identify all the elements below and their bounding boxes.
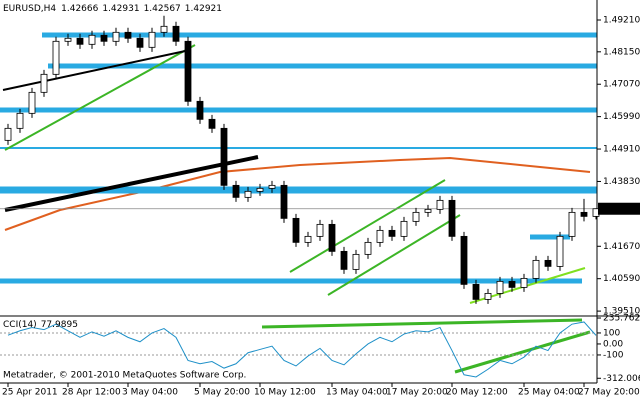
candle-body: [232, 184, 240, 198]
y-tick-label: -100: [603, 350, 624, 360]
candle-body: [544, 259, 552, 267]
candle-body: [304, 235, 312, 243]
candle-body: [220, 127, 228, 186]
candle-body: [172, 25, 180, 42]
candle-body: [76, 37, 84, 45]
candle-body: [448, 199, 456, 237]
candle-body: [508, 280, 516, 288]
x-tick-label: 28 Apr 12:00: [62, 388, 121, 398]
candle-body: [292, 217, 300, 243]
last-open: 1.42666: [61, 4, 98, 14]
y-tick-label: 100: [603, 328, 620, 338]
candle-body: [28, 91, 36, 114]
cci-line: [7, 321, 597, 378]
x-tick-label: 27 May 20:00: [578, 388, 640, 398]
trend-line: [327, 214, 461, 296]
x-tick-label: 17 May 20:00: [386, 388, 448, 398]
trend-line: [2, 49, 191, 91]
x-tick-label: 25 Apr 2011: [2, 388, 58, 398]
candle-body: [148, 31, 156, 48]
candle-body: [484, 292, 492, 300]
candle-body: [472, 283, 480, 300]
candle-body: [280, 184, 288, 219]
symbol: EURUSD,H4: [3, 4, 56, 14]
candle-body: [16, 112, 24, 129]
indicator-value: 77.9895: [41, 320, 78, 330]
copyright: Metatrader, © 2001-2010 MetaQuotes Softw…: [3, 371, 246, 381]
candle-body: [340, 250, 348, 270]
trend-line: [261, 318, 583, 329]
y-tick-label: 1.43830: [603, 177, 640, 187]
current-price-box: [598, 202, 640, 215]
candle-body: [64, 37, 72, 42]
x-tick-label: 25 May 04:00: [518, 388, 580, 398]
indicator-name: CCI(14): [3, 320, 37, 330]
last-low: 1.42567: [144, 4, 181, 14]
y-tick-label: 0.00: [603, 339, 623, 349]
candle-body: [52, 40, 60, 75]
candle-body: [100, 34, 108, 42]
candle-body: [112, 31, 120, 42]
candle-body: [412, 211, 420, 222]
candle-body: [580, 211, 588, 217]
x-tick-label: 5 May 20:00: [194, 388, 250, 398]
candle-body: [244, 190, 252, 198]
candle-body: [136, 37, 144, 48]
candle-body: [352, 253, 360, 270]
last-high: 1.42931: [102, 4, 139, 14]
y-tick-label: 1.39510: [603, 307, 640, 317]
candle-body: [520, 277, 528, 288]
candle-body: [424, 208, 432, 213]
y-tick-label: 235.7626: [603, 314, 640, 324]
candle-body: [88, 34, 96, 45]
trend-line: [4, 155, 259, 212]
candle-body: [388, 229, 396, 237]
x-tick-label: 10 May 12:00: [254, 388, 316, 398]
current-price-label: 1.42921: [601, 204, 638, 214]
chart-header: EURUSD,H4 1.42666 1.42931 1.42567 1.42921: [3, 4, 222, 14]
candle-body: [316, 223, 324, 237]
candle-body: [184, 40, 192, 102]
candle-body: [268, 184, 276, 189]
y-tick-label: 1.44910: [603, 145, 640, 155]
y-tick-label: 1.47070: [603, 80, 640, 90]
candle-body: [208, 118, 216, 129]
trend-line: [289, 179, 446, 273]
moving-average: [4, 156, 591, 231]
candle-body: [400, 220, 408, 237]
candle-body: [532, 259, 540, 279]
trend-line: [454, 330, 591, 374]
x-tick-label: 20 May 12:00: [446, 388, 508, 398]
candle-body: [196, 100, 204, 120]
candle-body: [556, 235, 564, 267]
y-tick-label: 1.45990: [603, 112, 640, 122]
y-tick-label: 1.40590: [603, 274, 640, 284]
candle-body: [124, 31, 132, 39]
last-close: 1.42921: [185, 4, 222, 14]
candle-body: [376, 229, 384, 243]
candle-body: [328, 223, 336, 252]
candle-body: [460, 235, 468, 285]
candle-body: [496, 280, 504, 294]
candle-body: [256, 187, 264, 192]
y-tick-label: 1.48150: [603, 47, 640, 57]
candle-body: [40, 73, 48, 93]
candle-body: [4, 127, 12, 141]
x-tick-label: 13 May 04:00: [326, 388, 388, 398]
trend-line: [4, 44, 196, 151]
indicator-header: CCI(14) 77.9895: [3, 320, 78, 330]
candle-body: [160, 25, 168, 33]
y-tick-label: 1.49210: [603, 16, 640, 26]
candle-body: [436, 199, 444, 210]
candle-body: [568, 211, 576, 237]
candle-body: [364, 241, 372, 255]
x-tick-label: 3 May 04:00: [122, 388, 178, 398]
y-tick-label: 1.41670: [603, 242, 640, 252]
y-tick-label: -312.006: [603, 374, 640, 384]
